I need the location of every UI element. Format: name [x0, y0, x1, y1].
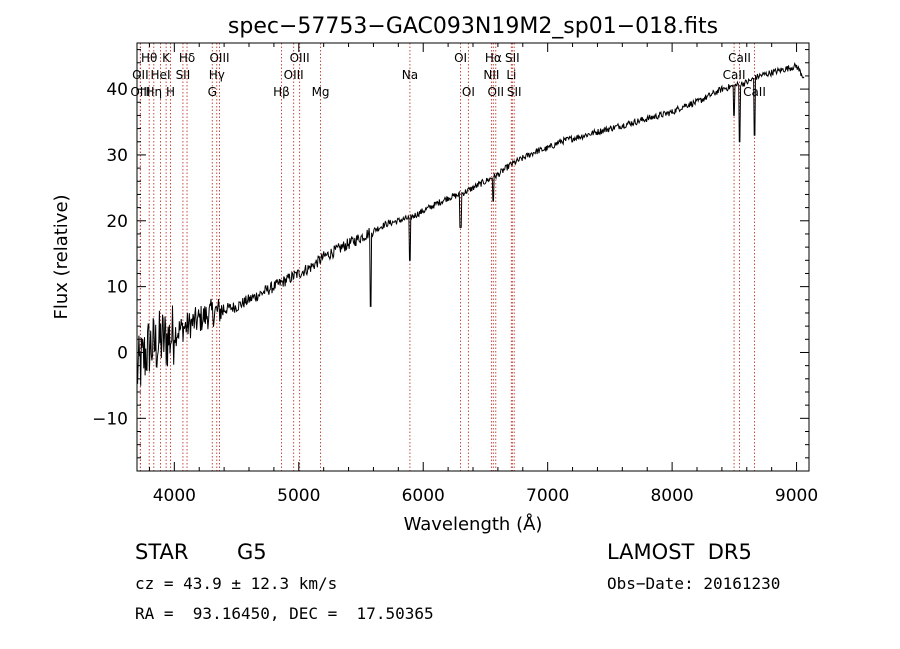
line-marker-label: Hα: [485, 51, 502, 65]
line-marker-label: Hβ: [273, 85, 290, 99]
plot-frame: [136, 42, 810, 472]
line-marker-label: OI: [454, 51, 467, 65]
line-marker-label: OI: [462, 85, 475, 99]
y-axis: −10 0 10 20 30 40: [92, 49, 809, 459]
observation-date: Obs−Date: 20161230: [607, 574, 781, 593]
y-tick-label: 0: [117, 343, 128, 363]
spectrum-trace: [136, 61, 805, 386]
line-marker-label: Hθ: [141, 51, 157, 65]
y-tick-label: 30: [106, 146, 128, 166]
line-marker-label: OII: [488, 85, 505, 99]
line-marker-label: Li: [506, 68, 516, 82]
line-marker-label: G: [208, 85, 217, 99]
x-tick-label: 8000: [650, 486, 693, 506]
line-marker-label: CaII: [728, 51, 751, 65]
line-marker-label: CaII: [723, 68, 746, 82]
line-marker-label: K: [162, 51, 171, 65]
x-axis: 4000 5000 6000 7000 8000 9000: [148, 43, 818, 506]
y-axis-label: Flux (relative): [51, 194, 72, 319]
x-tick-label: 6000: [402, 486, 445, 506]
line-marker-label: Mg: [312, 85, 330, 99]
redshift-velocity: cz = 43.9 ± 12.3 km/s: [135, 574, 338, 593]
line-marker-label: OII: [132, 68, 149, 82]
line-marker-label: SII: [505, 51, 520, 65]
y-tick-label: −10: [92, 409, 128, 429]
x-tick-label: 7000: [526, 486, 569, 506]
x-tick-label: 9000: [775, 486, 818, 506]
line-marker-label: H: [166, 85, 175, 99]
coordinates: RA = 93.16450, DEC = 17.50365: [135, 604, 434, 623]
line-marker-label: SII: [176, 68, 191, 82]
spectrum-line: [136, 61, 805, 386]
x-axis-label: Wavelength (Å): [404, 513, 543, 535]
line-marker-label: Hη: [145, 85, 162, 99]
line-marker-label: Na: [402, 68, 418, 82]
x-tick-label: 4000: [153, 486, 196, 506]
x-tick-label: 5000: [277, 486, 320, 506]
line-marker-label: Hδ: [179, 51, 195, 65]
line-marker-label: OIII: [290, 51, 310, 65]
chart-title: spec−57753−GAC093N19M2_sp01−018.fits: [228, 14, 718, 39]
y-tick-label: 40: [106, 80, 128, 100]
survey-name: LAMOST DR5: [607, 540, 752, 564]
line-marker-label: OIII: [209, 51, 229, 65]
line-marker-label: OIII: [284, 68, 304, 82]
emission-line-markers: [139, 43, 755, 471]
object-class: STAR: [135, 540, 189, 564]
line-marker-label: NII: [483, 68, 499, 82]
y-tick-label: 10: [106, 278, 128, 298]
line-marker-label: HeI: [151, 68, 171, 82]
object-subclass: G5: [237, 540, 267, 564]
line-marker-label: SII: [507, 85, 522, 99]
line-marker-label: CaII: [743, 85, 766, 99]
line-marker-label: OIII: [130, 85, 150, 99]
y-tick-label: 20: [106, 212, 128, 232]
line-marker-label: Hγ: [209, 68, 225, 82]
